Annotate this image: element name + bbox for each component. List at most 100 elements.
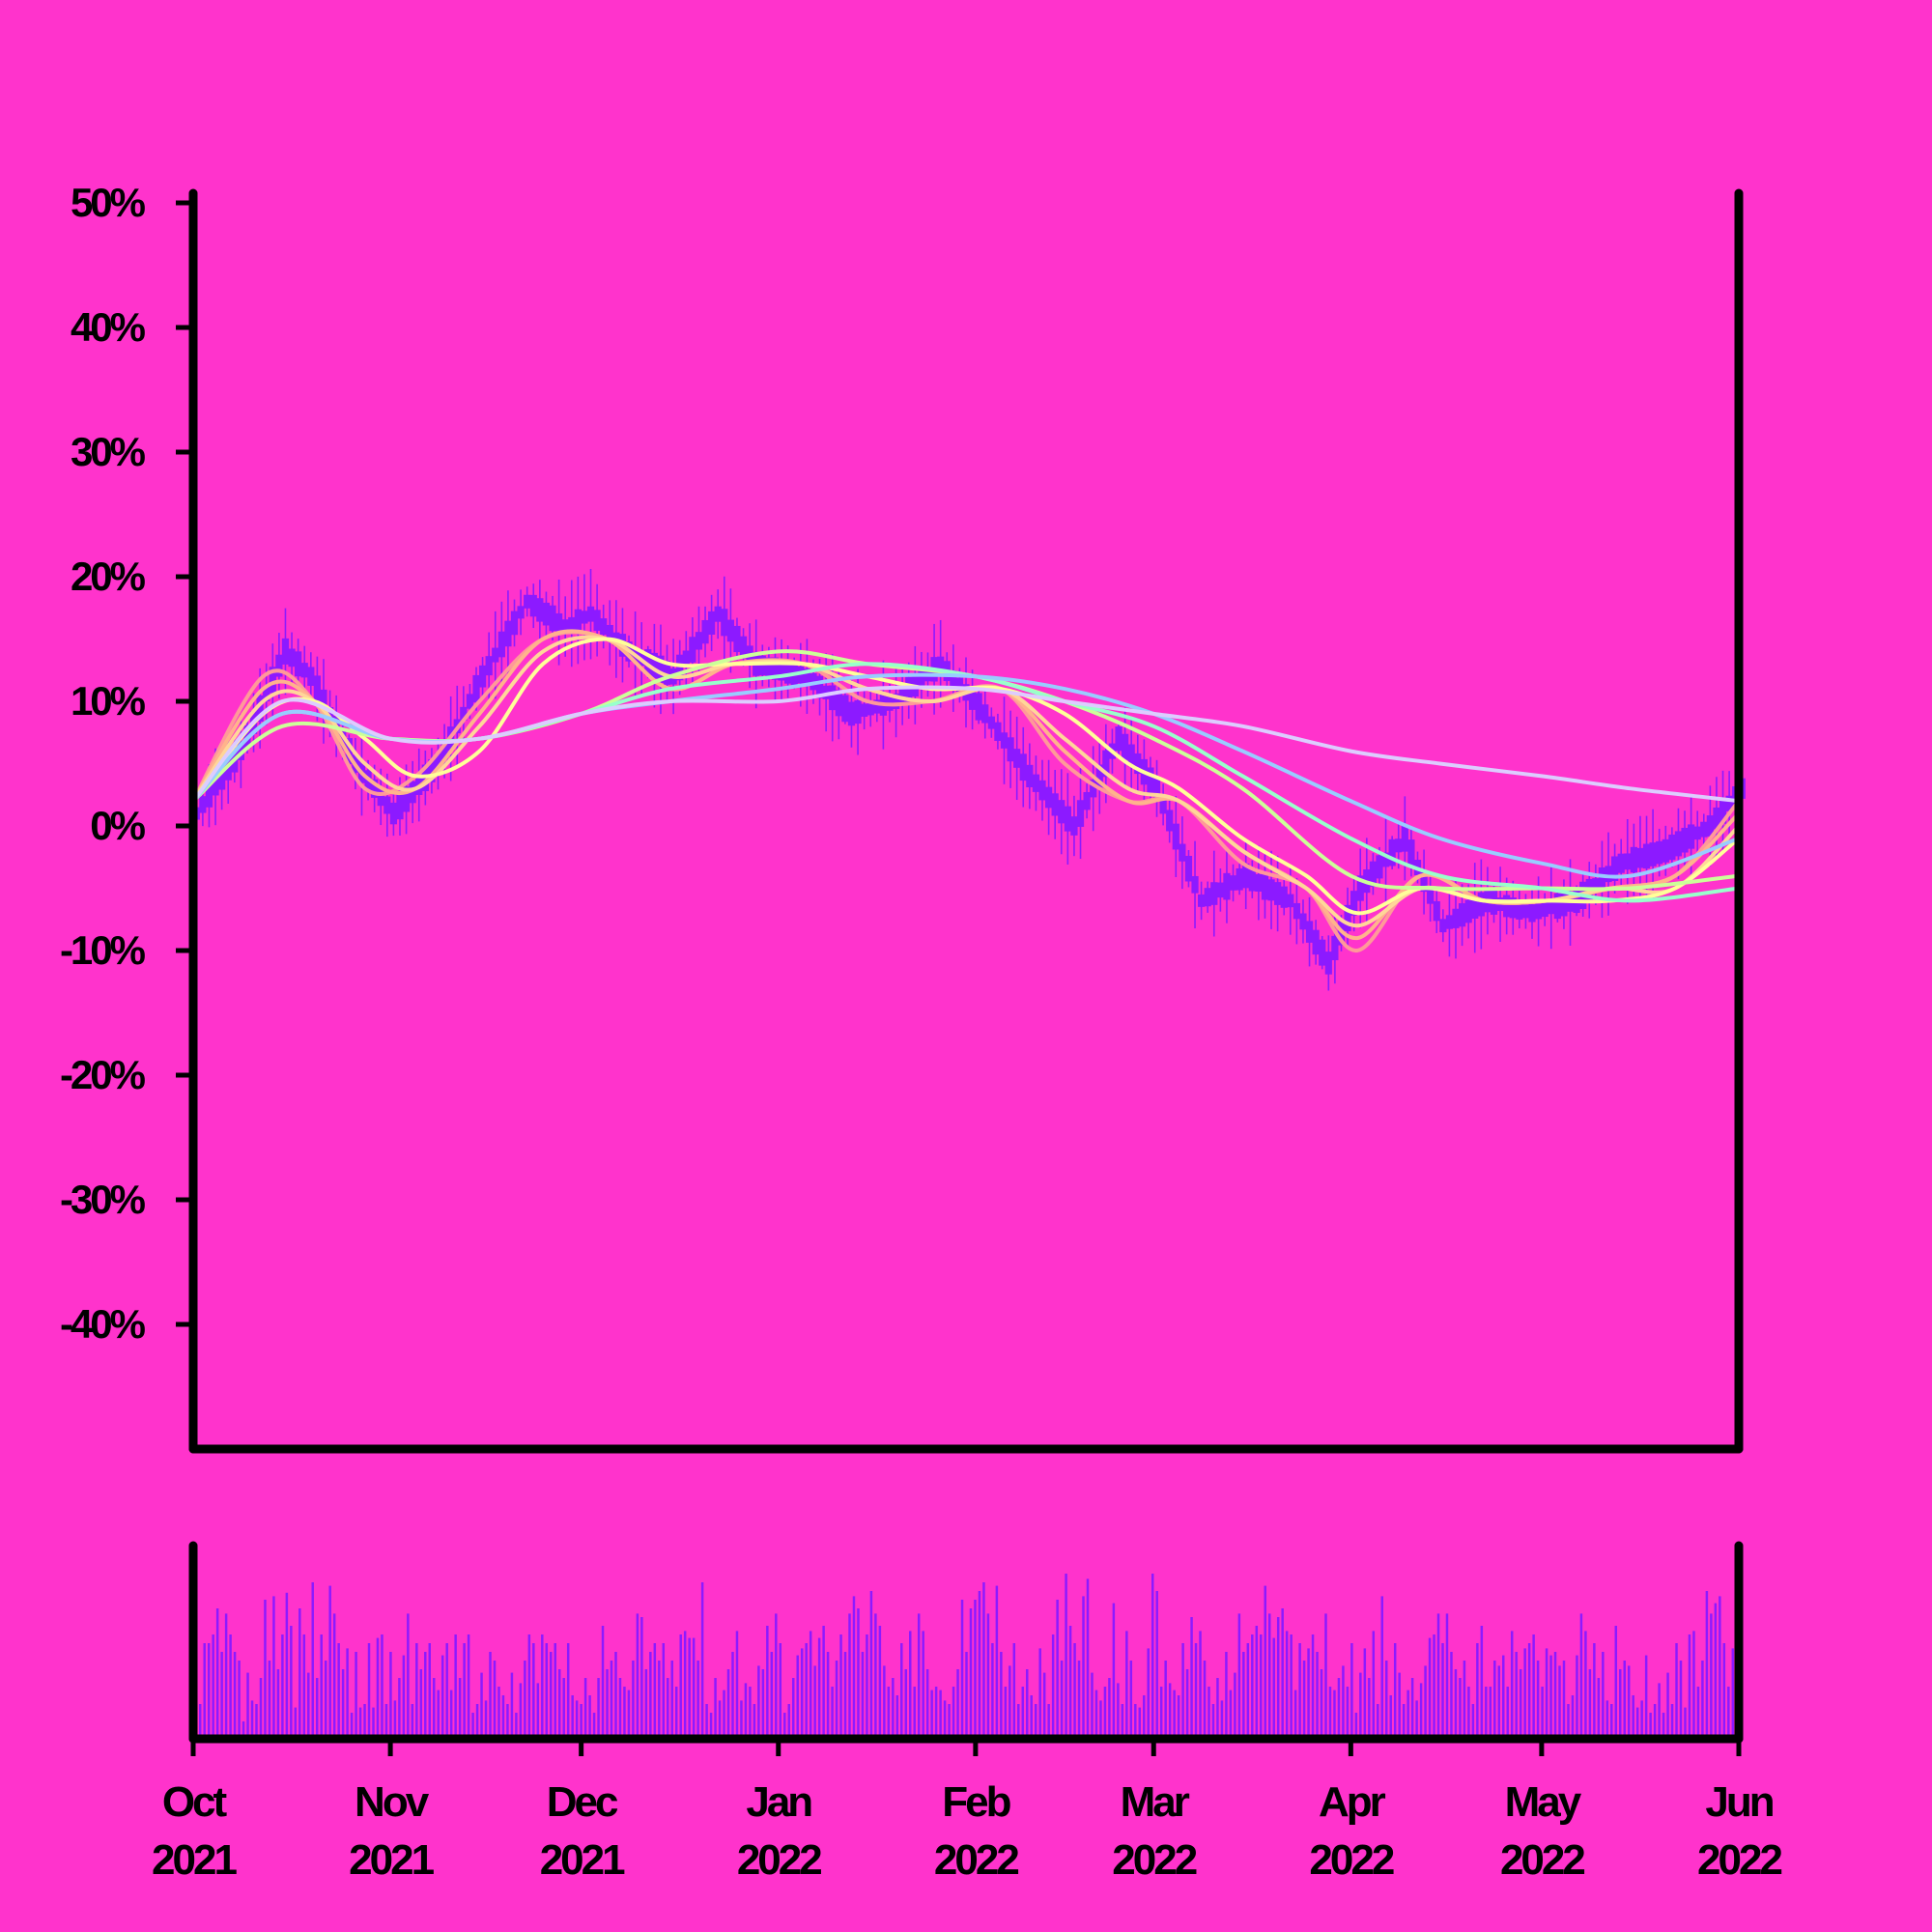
volume-bar xyxy=(281,1634,284,1739)
volume-bar xyxy=(592,1713,596,1739)
price-candle xyxy=(1198,881,1206,921)
volume-bar xyxy=(1610,1704,1613,1739)
volume-bar xyxy=(757,1665,760,1739)
volume-bar xyxy=(1159,1687,1163,1739)
volume-bar xyxy=(532,1643,535,1739)
price-candle xyxy=(402,764,411,835)
y-tick-label: 20% xyxy=(71,554,146,599)
volume-bar xyxy=(307,1672,310,1739)
volume-bar xyxy=(1584,1631,1587,1739)
volume-bar xyxy=(458,1678,462,1739)
x-tick-month: May xyxy=(1505,1778,1582,1826)
volume-bar xyxy=(212,1634,214,1739)
price-candle xyxy=(1172,796,1179,878)
volume-bar xyxy=(1112,1603,1116,1739)
volume-bar xyxy=(255,1704,258,1739)
volume-bar xyxy=(749,1687,752,1739)
price-candle xyxy=(1381,814,1390,905)
volume-bar xyxy=(480,1672,483,1739)
price-candle xyxy=(1051,769,1059,839)
price-candle xyxy=(1388,836,1396,869)
volume-bar xyxy=(1246,1643,1250,1739)
y-tick-label: -10% xyxy=(60,927,146,973)
volume-bar xyxy=(1576,1655,1578,1739)
price-candle xyxy=(1407,829,1415,877)
price-candle xyxy=(510,599,519,647)
volume-bar xyxy=(835,1661,838,1739)
volume-bar xyxy=(1463,1661,1466,1739)
volume-bar xyxy=(1602,1652,1605,1739)
price-candle xyxy=(968,669,977,730)
volume-bar xyxy=(627,1690,631,1739)
volume-bar xyxy=(246,1672,249,1739)
volume-bar xyxy=(735,1631,739,1739)
volume-bar xyxy=(1298,1643,1301,1739)
volume-bar xyxy=(1614,1626,1618,1739)
volume-bar xyxy=(1134,1704,1137,1739)
volume-bar xyxy=(203,1643,206,1739)
volume-bar xyxy=(1199,1631,1202,1739)
x-tick-year: 2022 xyxy=(1309,1836,1393,1884)
volume-bar xyxy=(433,1678,436,1739)
volume-bar xyxy=(1558,1665,1561,1739)
price-candle xyxy=(1700,813,1708,845)
price-candle xyxy=(300,645,308,695)
volume-bar xyxy=(220,1652,223,1739)
volume-bar xyxy=(649,1652,652,1739)
volume-bar xyxy=(1337,1678,1341,1739)
volume-bar xyxy=(510,1672,514,1739)
price-candle xyxy=(937,619,945,708)
volume-bar xyxy=(328,1585,331,1739)
price-candle xyxy=(1184,850,1193,888)
volume-bar xyxy=(900,1643,903,1739)
volume-bar xyxy=(1476,1643,1479,1739)
volume-bar xyxy=(501,1695,505,1739)
volume-bar xyxy=(1121,1704,1124,1739)
volume-bar xyxy=(449,1690,453,1739)
volume-bar xyxy=(952,1687,955,1739)
volume-bar xyxy=(1493,1661,1496,1739)
volume-bar xyxy=(1649,1713,1652,1739)
volume-bar xyxy=(1640,1700,1643,1739)
volume-bar xyxy=(1722,1643,1726,1739)
volume-bar xyxy=(1436,1613,1440,1739)
volume-bar xyxy=(866,1634,868,1739)
volume-bar xyxy=(895,1695,899,1739)
volume-bar xyxy=(1545,1648,1548,1739)
volume-bar xyxy=(991,1643,994,1739)
price-candle xyxy=(389,791,398,837)
price-candle xyxy=(1553,890,1561,923)
volume-bar xyxy=(1099,1700,1102,1739)
volume-bar xyxy=(930,1690,933,1739)
volume-bar xyxy=(779,1643,782,1739)
volume-bar xyxy=(723,1690,725,1739)
price-candle xyxy=(1064,773,1071,865)
price-candle xyxy=(1630,823,1637,896)
volume-bar xyxy=(1428,1637,1432,1739)
price-candle xyxy=(1477,859,1485,950)
volume-bar xyxy=(1398,1672,1401,1739)
volume-bar xyxy=(562,1678,565,1739)
price-candle xyxy=(1000,696,1009,784)
price-candle xyxy=(733,617,741,661)
volume-bar xyxy=(887,1687,891,1739)
volume-bar xyxy=(1541,1687,1544,1739)
volume-bar xyxy=(1679,1661,1683,1739)
volume-bar xyxy=(506,1704,509,1739)
volume-bar xyxy=(943,1700,947,1739)
price-candle xyxy=(1420,849,1428,915)
price-candle xyxy=(1312,920,1320,965)
price-candle xyxy=(524,586,531,617)
volume-bar xyxy=(250,1700,254,1739)
price-candle xyxy=(1719,770,1727,852)
volume-bar xyxy=(974,1600,977,1739)
price-candle xyxy=(1274,855,1282,932)
volume-bar xyxy=(580,1704,582,1739)
volume-bar xyxy=(1220,1700,1224,1739)
volume-bar xyxy=(398,1678,401,1739)
volume-bar xyxy=(550,1652,553,1739)
volume-bar xyxy=(484,1700,488,1739)
price-candle xyxy=(1166,798,1174,843)
volume-bar xyxy=(1619,1669,1622,1739)
